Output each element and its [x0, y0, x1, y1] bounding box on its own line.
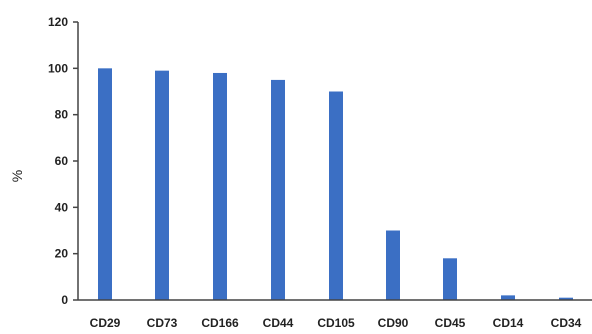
x-tick-label: CD105	[317, 316, 355, 330]
bar-cd45	[443, 258, 457, 300]
x-tick-label: CD90	[378, 316, 409, 330]
bars	[98, 68, 573, 301]
bar-cd34	[559, 297, 573, 300]
bar-cd90	[386, 230, 400, 300]
y-tick-label: 120	[48, 15, 68, 29]
bar-cd14	[501, 295, 515, 300]
x-tick-label: CD34	[551, 316, 582, 330]
x-tick-label: CD45	[435, 316, 466, 330]
y-tick-label: 100	[48, 61, 68, 75]
y-axis-ticks: 0 20 40 60 80 100 120	[48, 15, 78, 307]
x-tick-label: CD166	[201, 316, 239, 330]
y-tick-label: 20	[55, 247, 69, 261]
y-axis-label: %	[9, 170, 25, 182]
bar-cd44	[271, 79, 285, 301]
x-tick-label: CD14	[493, 316, 524, 330]
x-axis-ticks: CD29 CD73 CD166 CD44 CD105 CD90 CD45 CD14 CD34	[90, 316, 582, 330]
y-tick-label: 0	[61, 293, 68, 307]
bar-cd73	[155, 70, 169, 301]
y-tick-label: 60	[55, 154, 69, 168]
y-tick-label: 40	[55, 200, 69, 214]
bar-cd166	[213, 72, 227, 300]
x-tick-label: CD73	[147, 316, 178, 330]
y-tick-label: 80	[55, 108, 69, 122]
bar-cd105	[329, 91, 343, 300]
x-tick-label: CD29	[90, 316, 121, 330]
x-tick-label: CD44	[263, 316, 294, 330]
bar-cd29	[98, 68, 112, 300]
